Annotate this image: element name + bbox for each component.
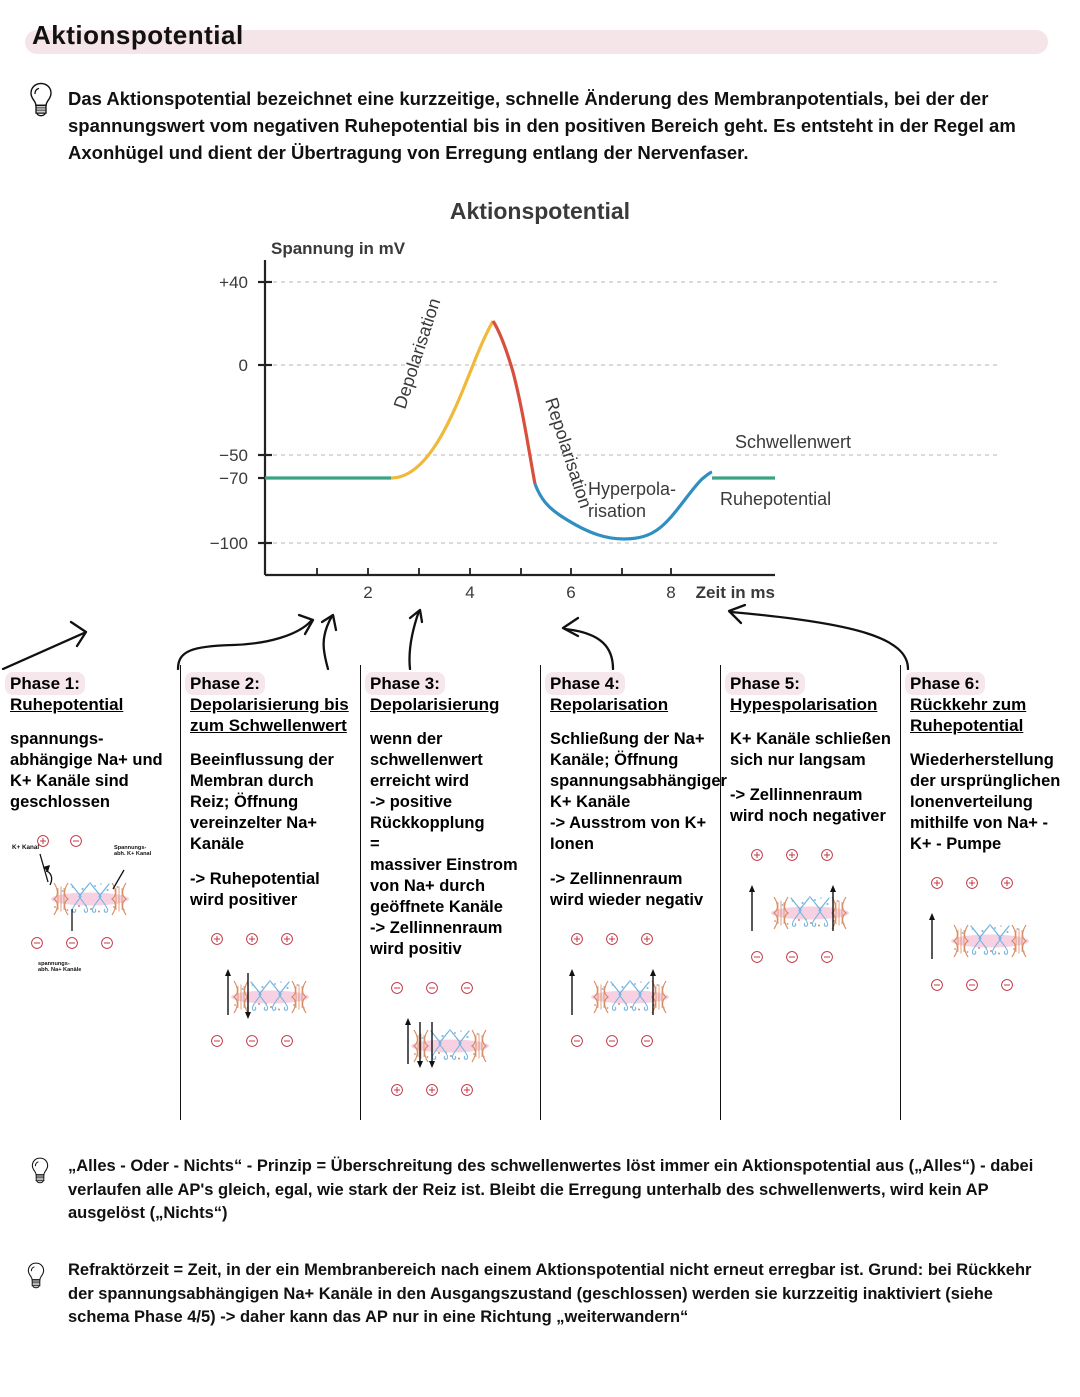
svg-text:risation: risation	[588, 501, 646, 521]
svg-text:−100: −100	[210, 534, 248, 553]
svg-text:−70: −70	[219, 469, 248, 488]
svg-text:Depolarisation: Depolarisation	[390, 296, 445, 412]
svg-text:Spannung in mV: Spannung in mV	[271, 240, 406, 258]
svg-text:abh. Na+ Kanäle: abh. Na+ Kanäle	[38, 967, 81, 972]
svg-text:Ruhepotential: Ruhepotential	[720, 489, 831, 509]
svg-text:+40: +40	[219, 273, 248, 292]
svg-text:K+ Kanal: K+ Kanal	[12, 844, 39, 851]
svg-text:−50: −50	[219, 446, 248, 465]
svg-text:Schwellenwert: Schwellenwert	[735, 432, 851, 452]
svg-text:0: 0	[239, 356, 248, 375]
svg-text:Hyperpola-: Hyperpola-	[588, 479, 676, 499]
svg-text:abh. K+ Kanal: abh. K+ Kanal	[114, 851, 152, 857]
